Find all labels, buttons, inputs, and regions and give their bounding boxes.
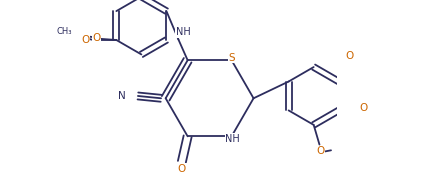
Text: O: O xyxy=(317,147,325,157)
Text: CH₃: CH₃ xyxy=(57,27,72,36)
Text: O: O xyxy=(345,51,353,61)
Text: O: O xyxy=(82,35,90,45)
Text: O: O xyxy=(93,33,101,43)
Text: S: S xyxy=(228,53,235,63)
Text: N: N xyxy=(118,91,126,101)
Text: NH: NH xyxy=(225,134,240,144)
Text: O: O xyxy=(178,164,186,174)
Text: NH: NH xyxy=(176,28,190,38)
Text: O: O xyxy=(360,103,368,113)
